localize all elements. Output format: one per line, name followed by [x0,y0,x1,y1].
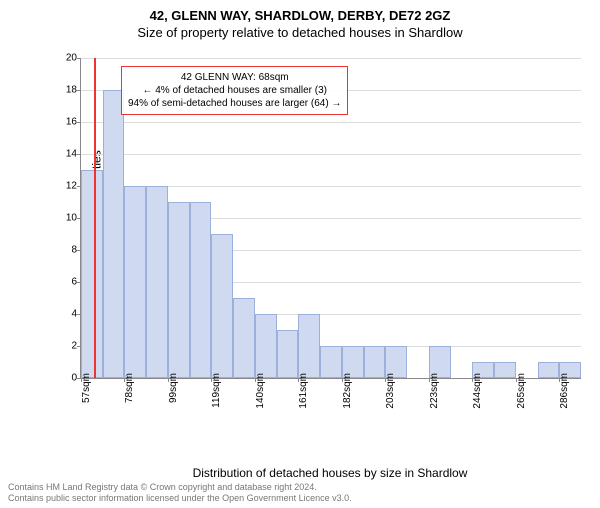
ytick-label: 10 [59,213,77,224]
footer-line-1: Contains HM Land Registry data © Crown c… [8,482,352,493]
bar [103,90,125,378]
gridline [81,154,581,155]
xtick-label: 182sqm [342,373,353,409]
ytick-label: 16 [59,117,77,128]
ytick-label: 0 [59,373,77,384]
footer-line-2: Contains public sector information licen… [8,493,352,504]
ytick-label: 14 [59,149,77,160]
bar [298,314,320,378]
xtick-label: 286sqm [559,373,570,409]
footer: Contains HM Land Registry data © Crown c… [8,482,352,504]
reference-line [94,58,96,378]
annotation-line-2: ← 4% of detached houses are smaller (3) [128,84,341,97]
xtick-label: 161sqm [298,373,309,409]
ytick-label: 2 [59,341,77,352]
xtick-label: 244sqm [472,373,483,409]
bar [255,314,277,378]
xtick-label: 57sqm [81,373,92,403]
bar [364,346,386,378]
ytick-label: 20 [59,53,77,64]
bar [211,234,233,378]
xtick-label: 265sqm [516,373,527,409]
xtick-label: 140sqm [255,373,266,409]
ytick-label: 12 [59,181,77,192]
ytick-label: 4 [59,309,77,320]
xtick-label: 119sqm [211,373,222,408]
bar [81,170,103,378]
annotation-box: 42 GLENN WAY: 68sqm ← 4% of detached hou… [121,66,348,115]
gridline [81,122,581,123]
ytick-mark [77,154,81,155]
annotation-line-3: 94% of semi-detached houses are larger (… [128,97,341,110]
ytick-mark [77,122,81,123]
bar [233,298,255,378]
ytick-label: 8 [59,245,77,256]
ytick-label: 18 [59,85,77,96]
bar [190,202,212,378]
x-axis-label: Distribution of detached houses by size … [80,466,580,480]
gridline [81,58,581,59]
bar [277,330,299,378]
plot-area: 0246810121416182057sqm78sqm99sqm119sqm14… [80,58,581,379]
ytick-mark [77,58,81,59]
page-title-1: 42, GLENN WAY, SHARDLOW, DERBY, DE72 2GZ [0,8,600,23]
xtick-label: 99sqm [168,373,179,403]
annotation-line-1: 42 GLENN WAY: 68sqm [128,71,341,84]
xtick-label: 78sqm [124,373,135,403]
bar [124,186,146,378]
bar [320,346,342,378]
ytick-label: 6 [59,277,77,288]
page-title-2: Size of property relative to detached ho… [0,25,600,40]
bar [168,202,190,378]
xtick-label: 223sqm [429,373,440,409]
bar [538,362,560,378]
chart-container: Number of detached properties 0246810121… [50,58,580,408]
bar [494,362,516,378]
bar [146,186,168,378]
xtick-label: 203sqm [385,373,396,409]
ytick-mark [77,90,81,91]
